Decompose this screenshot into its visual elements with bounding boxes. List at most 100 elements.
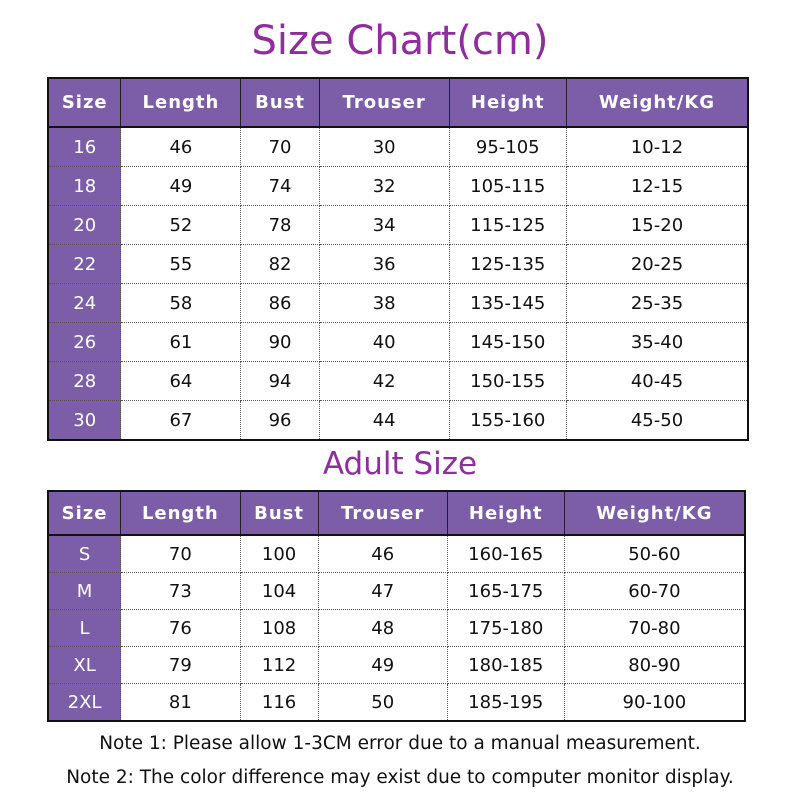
- table-cell: 49: [120, 166, 242, 206]
- size-cell: 16: [47, 126, 122, 167]
- table-cell: 10-12: [566, 126, 749, 167]
- table-cell: 35-40: [566, 322, 749, 362]
- size-cell: 20: [47, 205, 122, 245]
- table-cell: 70: [120, 534, 241, 573]
- table-cell: 165-175: [446, 572, 565, 610]
- table-cell: 32: [318, 166, 450, 206]
- table-cell: 160-165: [446, 534, 565, 573]
- table-cell: 44: [318, 400, 450, 441]
- table-cell: 95-105: [448, 126, 568, 167]
- adult-size-table: Size Length Bust Trouser Height Weight/KG S 70 1…: [47, 490, 746, 722]
- table-row: 30 67 96 44 155-160 45-50: [47, 400, 749, 441]
- page-title: Size Chart(cm): [251, 18, 549, 64]
- table-row: 20 52 78 34 115-125 15-20: [47, 205, 749, 245]
- column-header: Trouser: [318, 77, 450, 128]
- table-cell: 60-70: [563, 572, 746, 610]
- header-row: Size Length Bust Trouser Height Weight/KG: [47, 77, 749, 128]
- size-cell: 28: [47, 361, 122, 401]
- table-cell: 20-25: [566, 244, 749, 284]
- size-cell: S: [47, 534, 122, 573]
- table-row: 16 46 70 30 95-105 10-12: [47, 126, 749, 167]
- table-cell: 70: [240, 126, 320, 167]
- column-header: Length: [120, 490, 241, 536]
- header-row: Size Length Bust Trouser Height Weight/KG: [47, 490, 746, 536]
- table-row: 26 61 90 40 145-150 35-40: [47, 322, 749, 362]
- table-cell: 50-60: [563, 534, 746, 573]
- table-cell: 112: [239, 646, 319, 684]
- table-cell: 185-195: [446, 683, 565, 722]
- table-cell: 58: [120, 283, 242, 323]
- table-cell: 38: [318, 283, 450, 323]
- table-cell: 125-135: [448, 244, 568, 284]
- table-cell: 36: [318, 244, 450, 284]
- table-row: 24 58 86 38 135-145 25-35: [47, 283, 749, 323]
- table-row: 22 55 82 36 125-135 20-25: [47, 244, 749, 284]
- column-header: Height: [448, 77, 568, 128]
- table-cell: 48: [317, 609, 448, 647]
- table-cell: 30: [318, 126, 450, 167]
- table-row: 28 64 94 42 150-155 40-45: [47, 361, 749, 401]
- table-cell: 47: [317, 572, 448, 610]
- table-cell: 155-160: [448, 400, 568, 441]
- table-cell: 175-180: [446, 609, 565, 647]
- table-row: L 76 108 48 175-180 70-80: [47, 609, 746, 647]
- table-cell: 115-125: [448, 205, 568, 245]
- table-cell: 86: [240, 283, 320, 323]
- table-row: S 70 100 46 160-165 50-60: [47, 534, 746, 573]
- column-header: Length: [120, 77, 242, 128]
- table-cell: 42: [318, 361, 450, 401]
- column-header: Weight/KG: [563, 490, 746, 536]
- note-1: Note 1: Please allow 1-3CM error due to …: [99, 733, 701, 754]
- column-header: Size: [47, 77, 122, 128]
- table-cell: 50: [317, 683, 448, 722]
- table-cell: 12-15: [566, 166, 749, 206]
- size-cell: 18: [47, 166, 122, 206]
- table-row: 18 49 74 32 105-115 12-15: [47, 166, 749, 206]
- column-header: Trouser: [317, 490, 448, 536]
- table-cell: 80-90: [563, 646, 746, 684]
- table-cell: 67: [120, 400, 242, 441]
- table-cell: 46: [317, 534, 448, 573]
- note-2: Note 2: The color difference may exist d…: [66, 767, 734, 788]
- table-cell: 64: [120, 361, 242, 401]
- table-cell: 40-45: [566, 361, 749, 401]
- column-header: Height: [446, 490, 565, 536]
- table-cell: 100: [239, 534, 319, 573]
- table-cell: 73: [120, 572, 241, 610]
- table-cell: 55: [120, 244, 242, 284]
- table-cell: 104: [239, 572, 319, 610]
- table-cell: 180-185: [446, 646, 565, 684]
- table-cell: 61: [120, 322, 242, 362]
- kids-size-table: Size Length Bust Trouser Height Weight/KG 16 46…: [47, 77, 749, 441]
- table-row: M 73 104 47 165-175 60-70: [47, 572, 746, 610]
- table-cell: 116: [239, 683, 319, 722]
- table-cell: 105-115: [448, 166, 568, 206]
- adult-size-title: Adult Size: [322, 446, 478, 482]
- table-row: XL 79 112 49 180-185 80-90: [47, 646, 746, 684]
- column-header: Bust: [239, 490, 319, 536]
- column-header: Size: [47, 490, 122, 536]
- table-cell: 78: [240, 205, 320, 245]
- size-cell: M: [47, 572, 122, 610]
- table-cell: 81: [120, 683, 241, 722]
- table-cell: 145-150: [448, 322, 568, 362]
- table-cell: 15-20: [566, 205, 749, 245]
- size-cell: 22: [47, 244, 122, 284]
- table-cell: 46: [120, 126, 242, 167]
- table-row: 2XL 81 116 50 185-195 90-100: [47, 683, 746, 722]
- column-header: Weight/KG: [566, 77, 749, 128]
- size-cell: 30: [47, 400, 122, 441]
- size-cell: 24: [47, 283, 122, 323]
- table-cell: 90-100: [563, 683, 746, 722]
- size-cell: 26: [47, 322, 122, 362]
- table-cell: 74: [240, 166, 320, 206]
- table-cell: 82: [240, 244, 320, 284]
- table-cell: 40: [318, 322, 450, 362]
- table-cell: 25-35: [566, 283, 749, 323]
- size-cell: XL: [47, 646, 122, 684]
- table-cell: 96: [240, 400, 320, 441]
- table-cell: 90: [240, 322, 320, 362]
- size-cell: L: [47, 609, 122, 647]
- table-cell: 49: [317, 646, 448, 684]
- size-cell: 2XL: [47, 683, 122, 722]
